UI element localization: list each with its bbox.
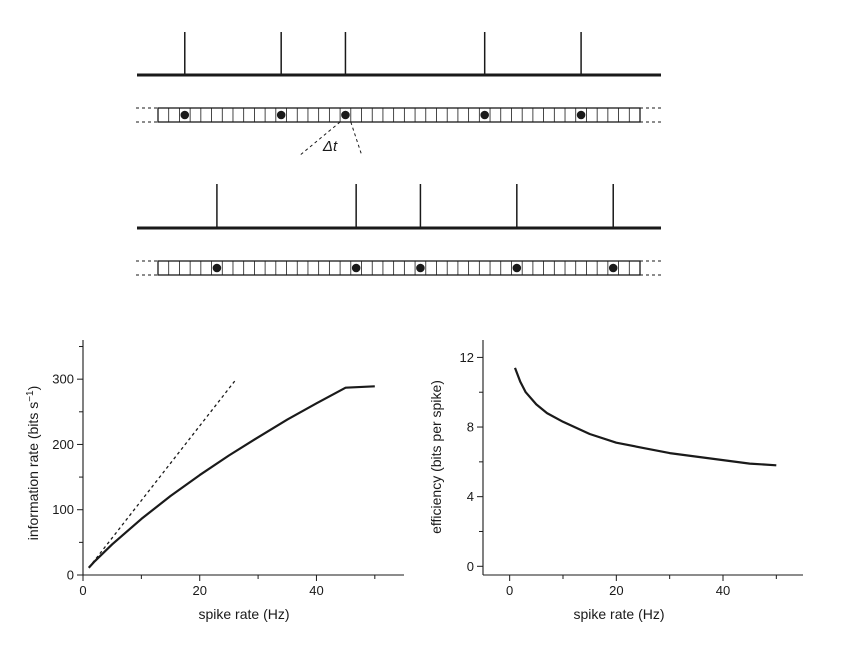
ylabel-close: ) (25, 386, 41, 391)
efficiency-axes: 0 20 40 0 4 8 12 (460, 340, 803, 598)
information-rate-y-axis-label: information rate (bits s−1) (25, 386, 41, 541)
x-tick-label: 40 (309, 583, 323, 598)
spike-dot (416, 263, 425, 273)
efficiency-chart: 0 20 40 0 4 8 12 spike rate (Hz) efficiency (b… (428, 340, 803, 622)
efficiency-series (513, 367, 777, 467)
x-tick-label: 20 (609, 583, 623, 598)
y-tick-label: 100 (52, 502, 74, 517)
y-tick-label: 300 (52, 372, 74, 387)
y-tick-label: 0 (67, 568, 74, 583)
spike-dot (512, 263, 522, 273)
ylabel-main: information rate (bits s (25, 402, 41, 541)
time-bin-tape (157, 260, 641, 276)
spike-dot (608, 263, 618, 273)
series-line-solid (513, 367, 777, 467)
delta-t-bracket (350, 121, 363, 157)
spike-dot (480, 110, 489, 120)
information-rate-chart: 0 20 40 0 100 200 300 spike rate (Hz) informat… (25, 340, 404, 622)
y-tick-label: 200 (52, 437, 74, 452)
spike-dot (276, 110, 286, 120)
y-tick-label: 8 (467, 420, 474, 435)
time-bin-tape (157, 107, 641, 123)
delta-t-label: Δt (322, 138, 338, 155)
x-tick-label: 40 (716, 583, 730, 598)
y-tick-label: 0 (467, 559, 474, 574)
x-tick-label: 0 (79, 583, 86, 598)
spike-train-row (136, 184, 662, 276)
efficiency-x-axis-label: spike rate (Hz) (573, 606, 664, 622)
information-rate-x-axis-label: spike rate (Hz) (198, 606, 289, 622)
efficiency-y-axis-label: efficiency (bits per spike) (428, 380, 444, 534)
spike-dot (576, 110, 586, 120)
spike-train-row: Δt (136, 32, 662, 157)
spike-dot (351, 263, 361, 273)
information-rate-axes: 0 20 40 0 100 200 300 (52, 340, 404, 598)
ylabel-superscript: −1 (25, 390, 36, 402)
x-tick-label: 0 (506, 583, 513, 598)
y-tick-label: 4 (467, 489, 474, 504)
delta-t-bracket (298, 121, 341, 157)
spike-dot (212, 263, 222, 273)
series-line-dashed (88, 380, 236, 569)
spike-raster-diagram: Δt (136, 32, 662, 276)
y-tick-label: 12 (460, 350, 474, 365)
spike-dot (180, 110, 190, 120)
spike-dot (341, 110, 350, 120)
x-tick-label: 20 (192, 583, 206, 598)
information-rate-series (87, 380, 375, 569)
series-line-solid (87, 385, 375, 569)
